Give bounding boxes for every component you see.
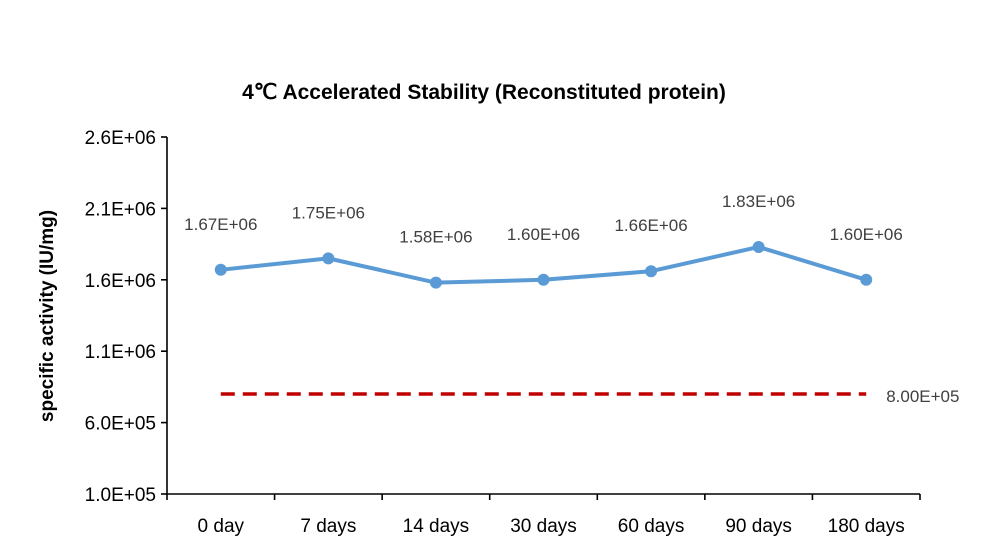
reference-line-group: 8.00E+05 [220,387,959,406]
data-label: 1.60E+06 [507,225,580,244]
x-axis-ticks: 0 day 7 days 14 days 30 days 60 days 90 days 1… [166,494,921,537]
data-point[interactable] [429,276,442,289]
data-point[interactable] [645,265,658,278]
data-label: 1.83E+06 [722,192,795,211]
data-point[interactable] [752,240,765,253]
data-point[interactable] [214,263,227,276]
data-label: 1.60E+06 [830,225,903,244]
data-label: 1.66E+06 [614,216,687,235]
chart-title: 4℃ Accelerated Stability (Reconstituted … [242,81,726,104]
x-tick-label: 60 days [618,516,685,537]
series-group [214,240,873,289]
data-point[interactable] [860,273,873,286]
x-tick-label: 14 days [403,516,470,537]
y-tick-label: 1.1E+06 [85,342,156,363]
data-label: 1.75E+06 [292,203,365,222]
y-tick-label: 1.0E+05 [85,485,156,506]
x-tick-label: 30 days [510,516,577,537]
y-axis-label: specific activity (IU/mg) [37,210,58,422]
data-labels: 1.67E+06 1.75E+06 1.58E+06 1.60E+06 1.66E+06… [184,192,903,247]
x-tick-label: 7 days [300,516,356,537]
data-label: 1.58E+06 [399,228,472,247]
data-point[interactable] [322,252,335,265]
y-tick-label: 6.0E+05 [85,414,156,435]
data-label: 1.67E+06 [184,215,257,234]
data-point[interactable] [537,273,550,286]
reference-line-label: 8.00E+05 [886,387,959,406]
x-tick-label: 0 day [198,516,245,537]
y-tick-label: 1.6E+06 [85,271,156,292]
y-axis-ticks: 1.0E+05 6.0E+05 1.1E+06 1.6E+06 2.1E+06 2.6E+… [85,128,167,506]
y-tick-label: 2.1E+06 [85,199,156,220]
x-tick-label: 180 days [828,516,905,537]
y-tick-label: 2.6E+06 [85,128,156,149]
x-tick-label: 90 days [725,516,792,537]
